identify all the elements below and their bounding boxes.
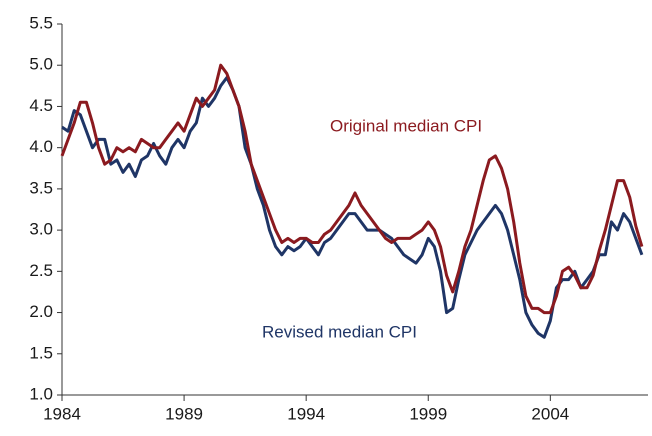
y-tick-label: 3.0: [29, 220, 53, 239]
y-tick-label: 5.0: [29, 55, 53, 74]
x-tick-label: 1994: [287, 404, 325, 423]
x-tick-label: 1984: [43, 404, 81, 423]
x-tick-label: 1999: [409, 404, 447, 423]
y-tick-label: 4.0: [29, 137, 53, 156]
y-tick-label: 2.0: [29, 302, 53, 321]
series-label: Revised median CPI: [262, 322, 417, 341]
x-tick-label: 1989: [165, 404, 203, 423]
y-tick-label: 2.5: [29, 261, 53, 280]
y-tick-label: 4.5: [29, 96, 53, 115]
series-line: [60, 63, 644, 315]
y-tick-label: 1.5: [29, 343, 53, 362]
series-line: [61, 76, 644, 339]
y-tick-label: 5.5: [29, 13, 53, 32]
x-tick-label: 2004: [531, 404, 569, 423]
series-label: Original median CPI: [330, 116, 482, 135]
y-tick-label: 1.0: [29, 384, 53, 403]
y-tick-label: 3.5: [29, 178, 53, 197]
